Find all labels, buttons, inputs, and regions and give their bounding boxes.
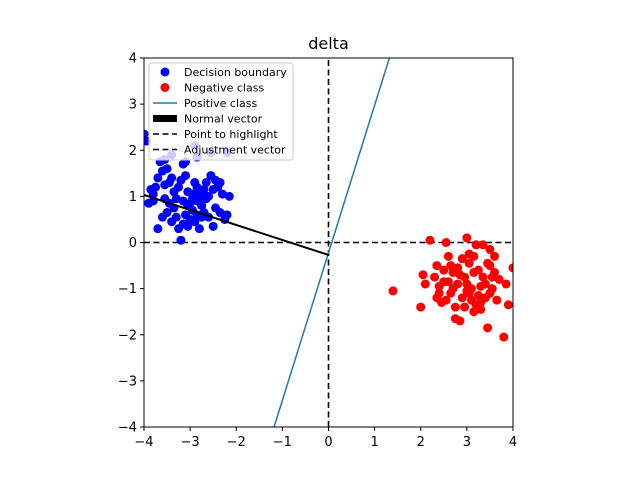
negative-class-point (442, 238, 451, 247)
x-tick-label: 3 (463, 435, 471, 450)
legend-marker (161, 68, 170, 77)
decision-boundary-point (167, 173, 176, 182)
decision-boundary-point (209, 222, 218, 231)
x-tick-label: 4 (509, 435, 517, 450)
negative-class-point (467, 296, 476, 305)
y-tick-label: 1 (129, 190, 137, 205)
chart-title: delta (308, 34, 349, 53)
negative-class-point (465, 250, 474, 259)
legend-marker (153, 115, 177, 122)
negative-class-point (451, 303, 460, 312)
y-tick-label: −2 (118, 328, 137, 343)
decision-boundary-point (163, 164, 172, 173)
decision-boundary-point (195, 224, 204, 233)
legend: Decision boundary Negative class Positive … (149, 63, 293, 160)
negative-class-point (485, 289, 494, 298)
negative-class-point (419, 270, 428, 279)
negative-class-point (435, 289, 444, 298)
negative-class-point (439, 277, 448, 286)
legend-label: Adjustment vector (184, 144, 286, 157)
negative-class-point (451, 314, 460, 323)
decision-boundary-point (153, 224, 162, 233)
negative-class-point (483, 259, 492, 268)
negative-class-point (446, 261, 455, 270)
decision-boundary-point (202, 194, 211, 203)
legend-label: Negative class (184, 82, 264, 95)
negative-class-point (492, 296, 501, 305)
legend-label: Positive class (184, 97, 257, 110)
negative-class-point (502, 280, 511, 289)
x-tick-label: −3 (181, 435, 200, 450)
negative-class-point (449, 284, 458, 293)
x-tick-label: 1 (370, 435, 378, 450)
negative-class-point (430, 273, 439, 282)
negative-class-point (421, 280, 430, 289)
y-tick-label: 3 (129, 98, 137, 113)
y-tick-label: −4 (118, 421, 137, 436)
decision-boundary-point (225, 192, 234, 201)
negative-class-point (472, 240, 481, 249)
decision-boundary-point (216, 208, 225, 217)
y-tick-label: −3 (118, 374, 137, 389)
negative-class-point (483, 323, 492, 332)
negative-class-point (425, 236, 434, 245)
legend-label: Normal vector (184, 113, 263, 126)
negative-class-point (432, 261, 441, 270)
decision-boundary-point (188, 194, 197, 203)
decision-boundary-point (216, 178, 225, 187)
negative-class-point (462, 286, 471, 295)
y-tick-label: 0 (129, 236, 137, 251)
x-tick-label: −2 (227, 435, 246, 450)
negative-class-point (444, 252, 453, 261)
legend-marker (161, 83, 170, 92)
negative-class-point (460, 303, 469, 312)
decision-boundary-point (193, 183, 202, 192)
legend-label: Point to highlight (184, 128, 278, 141)
negative-class-point (416, 303, 425, 312)
x-tick-label: −4 (134, 435, 153, 450)
negative-class-point (455, 270, 464, 279)
negative-class-point (481, 280, 490, 289)
y-tick-label: −1 (118, 282, 137, 297)
negative-class-point (476, 298, 485, 307)
x-tick-label: 2 (417, 435, 425, 450)
legend-label: Decision boundary (184, 66, 287, 79)
decision-boundary-point (181, 171, 190, 180)
decision-boundary-point (176, 236, 185, 245)
y-tick-label: 4 (129, 52, 137, 67)
negative-class-point (490, 268, 499, 277)
negative-class-point (485, 245, 494, 254)
x-tick-label: −1 (273, 435, 292, 450)
negative-class-point (389, 286, 398, 295)
y-tick-label: 2 (129, 144, 137, 159)
decision-boundary-point (172, 213, 181, 222)
negative-class-point (469, 307, 478, 316)
x-tick-label: 0 (324, 435, 332, 450)
negative-class-point (469, 268, 478, 277)
decision-boundary-point (144, 199, 153, 208)
negative-class-point (499, 333, 508, 342)
negative-class-point (504, 300, 513, 309)
negative-class-point (462, 233, 471, 242)
negative-class-point (442, 296, 451, 305)
